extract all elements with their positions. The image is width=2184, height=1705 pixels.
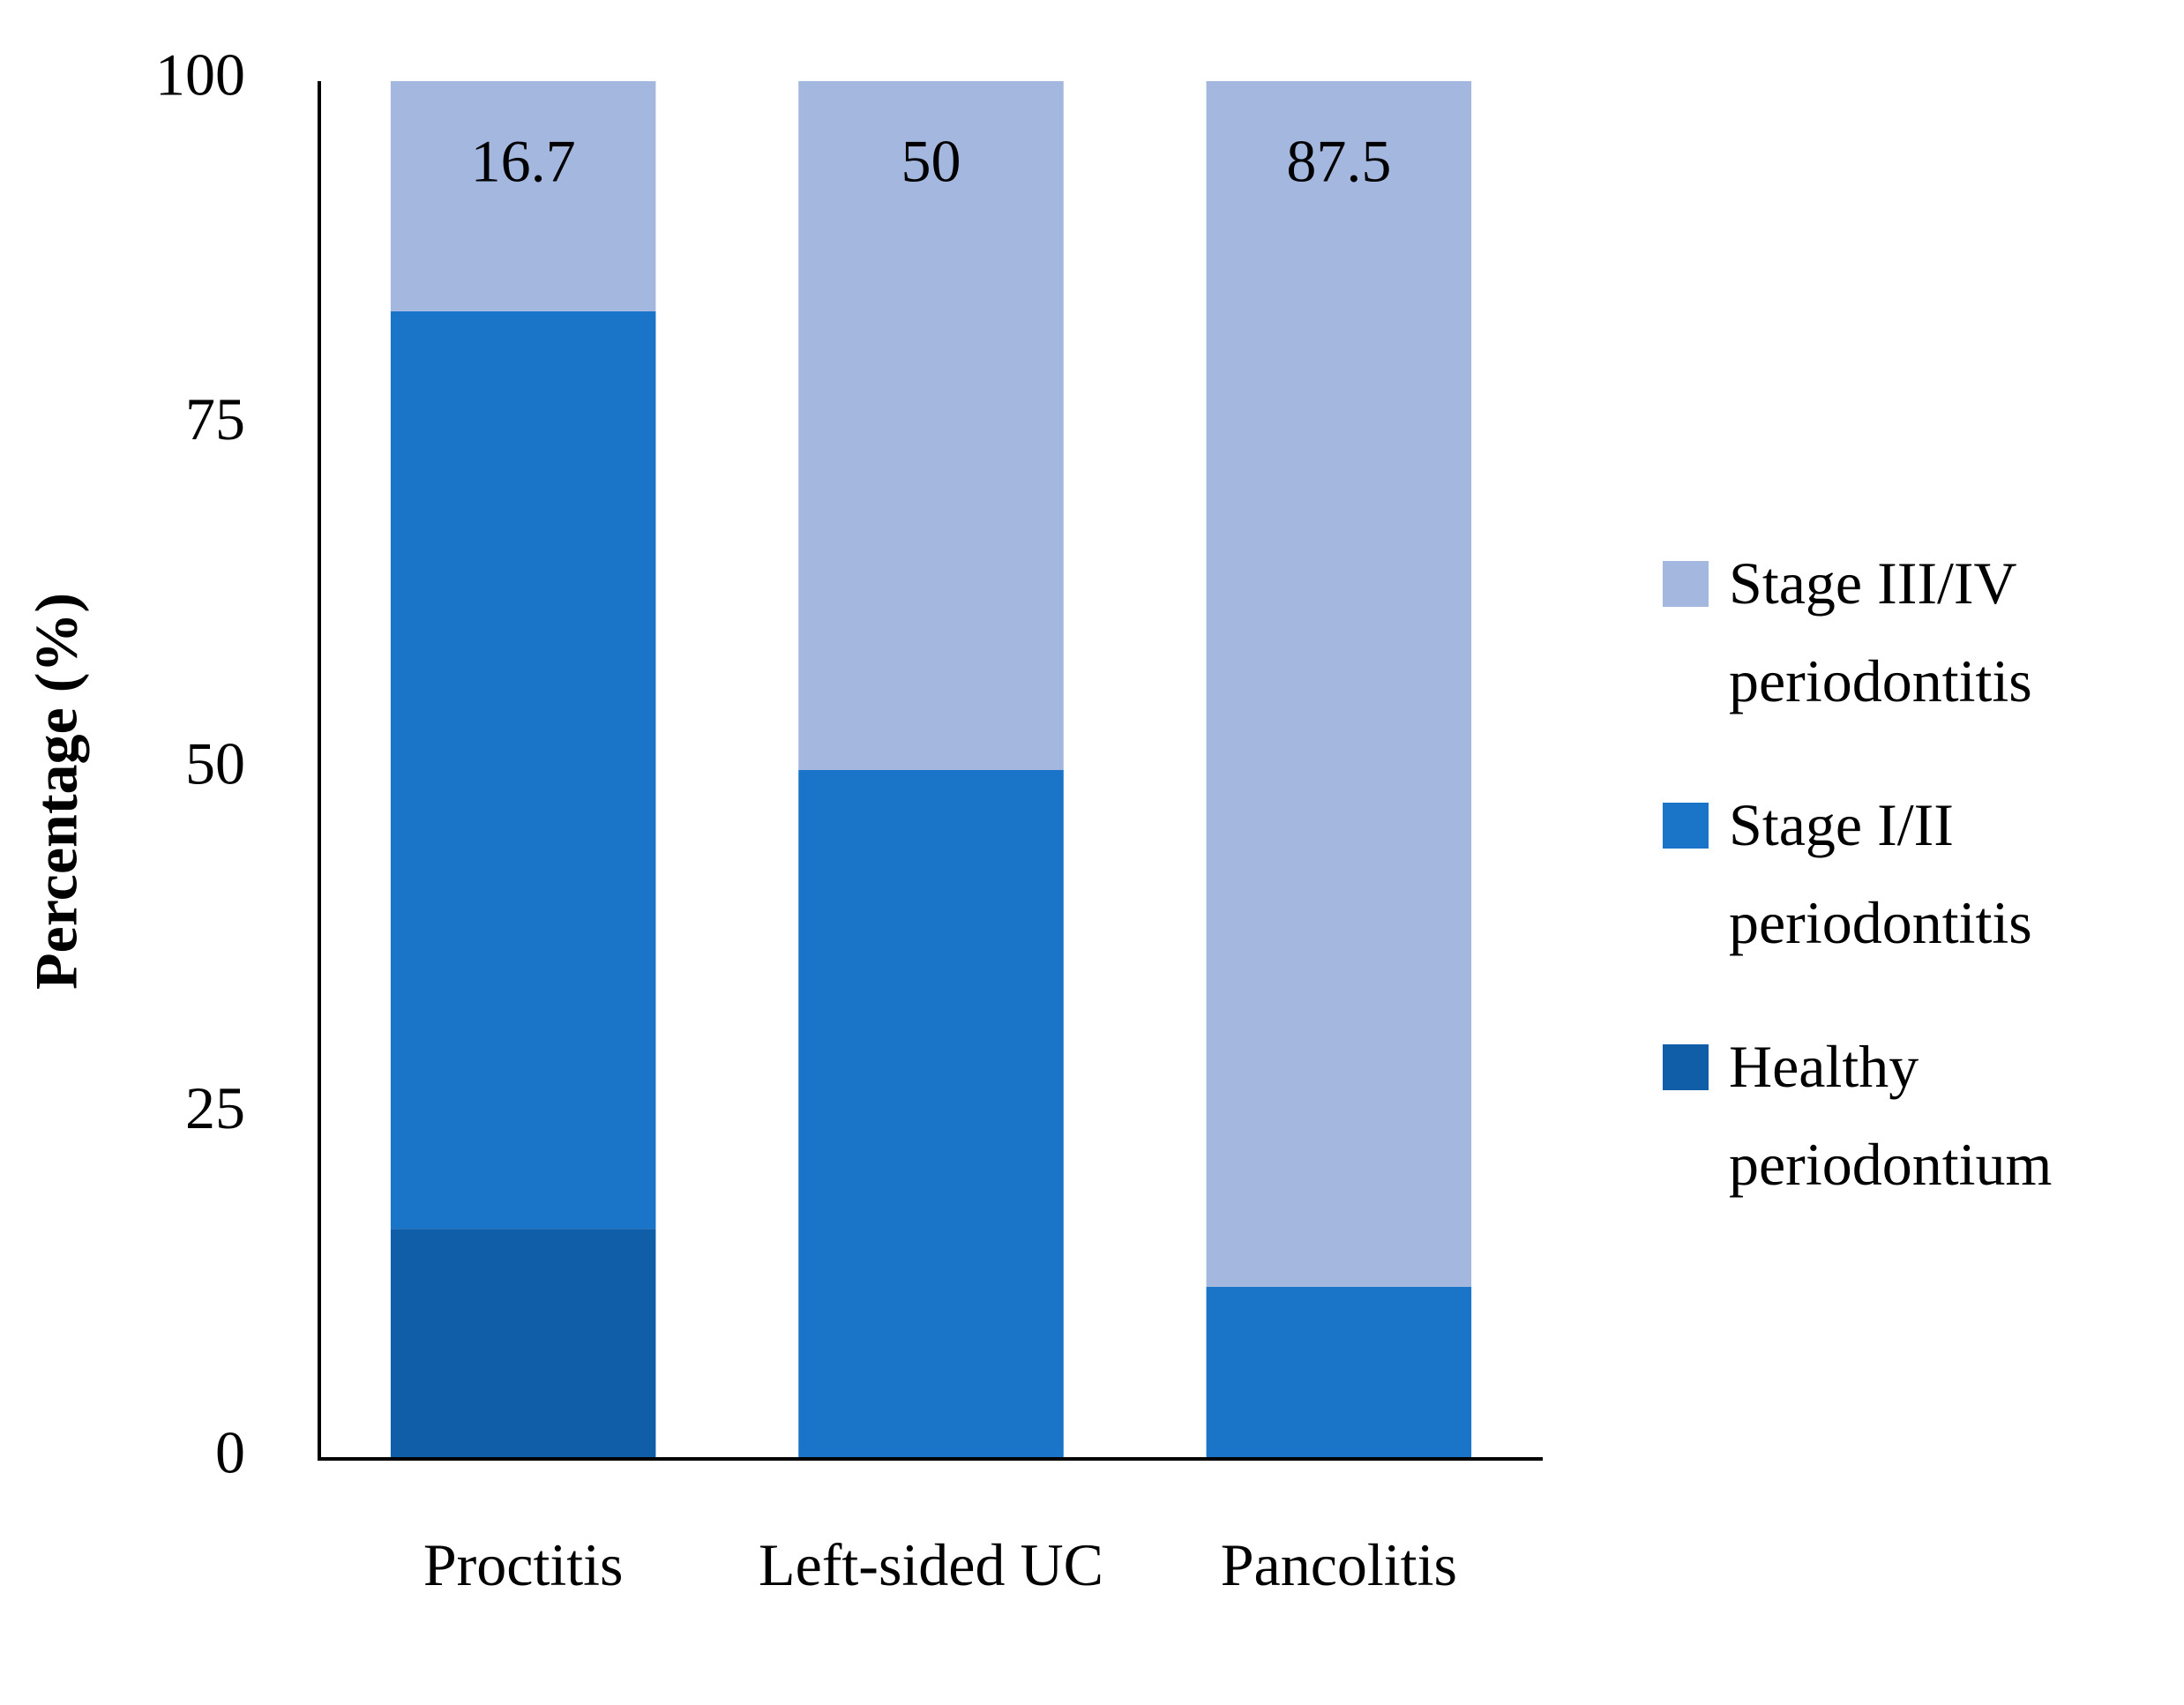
y-tick-label: 50 <box>185 730 245 797</box>
y-axis-title: Percentage (%) <box>23 593 90 990</box>
legend-swatch <box>1663 803 1709 849</box>
data-label: 87.5 <box>1286 128 1391 195</box>
legend-label: Stage III/IV periodontitis <box>1729 550 2032 714</box>
legend-label: Stage I/II periodontitis <box>1729 791 2032 956</box>
bar-segment <box>390 81 656 311</box>
y-tick-label: 0 <box>215 1419 245 1486</box>
bar-segment <box>798 81 1064 770</box>
bar-segment <box>1206 81 1472 1287</box>
bar-segment <box>390 310 656 1230</box>
data-label: 50 <box>901 128 961 195</box>
data-label: 16.7 <box>471 128 576 195</box>
x-tick-label: Pancolitis <box>1220 1531 1457 1598</box>
y-tick-label: 75 <box>185 385 245 452</box>
legend-swatch <box>1663 561 1709 607</box>
legend-label: Healthy periodontium <box>1729 1033 2053 1198</box>
bar-segment <box>798 770 1064 1459</box>
x-tick-label: Proctitis <box>423 1531 624 1598</box>
y-tick-label: 25 <box>185 1074 245 1141</box>
bar-segment <box>390 1229 656 1459</box>
legend-swatch <box>1663 1044 1709 1090</box>
x-tick-label: Left-sided UC <box>759 1531 1103 1598</box>
bar-segment <box>1206 1286 1472 1459</box>
y-tick-label: 100 <box>155 41 245 108</box>
